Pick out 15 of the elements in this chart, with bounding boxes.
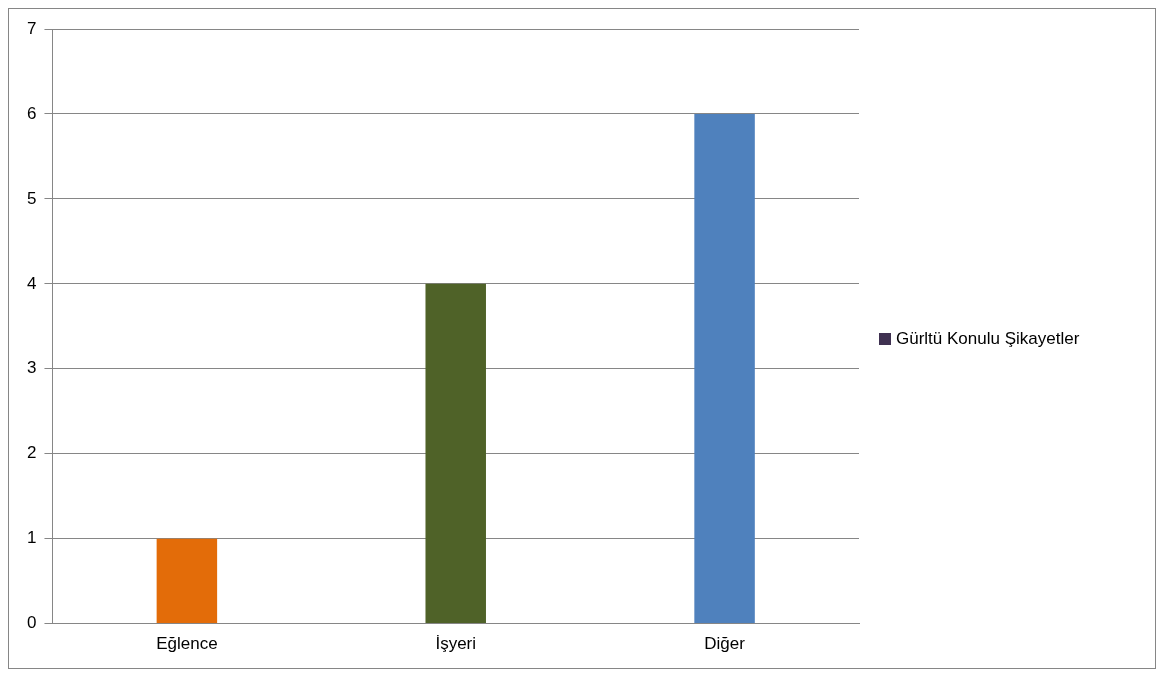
- bar: [694, 113, 755, 624]
- y-tick-label: 6: [26, 103, 37, 123]
- x-tick-label: Diğer: [704, 634, 746, 654]
- y-tick-label: 2: [26, 443, 37, 463]
- y-tick-label: 0: [26, 613, 37, 633]
- bar: [156, 538, 218, 624]
- bar: [425, 283, 486, 624]
- y-tick-label: 1: [26, 528, 37, 548]
- y-tick-label: 7: [26, 18, 37, 38]
- y-tick-label: 5: [26, 188, 37, 208]
- x-tick-label: İşyeri: [435, 634, 477, 654]
- text: Gürltü Konulu Şikayetler: [896, 328, 1080, 349]
- y-tick-label: 3: [26, 358, 37, 378]
- x-tick-label: Eğlence: [156, 634, 218, 654]
- y-tick-label: 4: [26, 273, 37, 293]
